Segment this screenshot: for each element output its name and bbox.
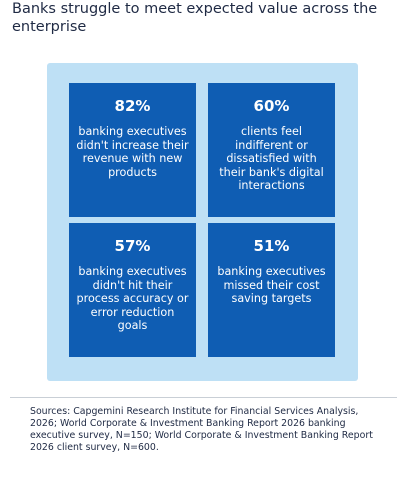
stat-description: banking executives missed their cost sav… xyxy=(217,265,326,305)
source-note: Sources: Capgemini Research Institute fo… xyxy=(30,406,373,453)
stat-tile-cost-saving: 51% banking executives missed their cost… xyxy=(208,223,335,357)
stat-tile-client-satisfaction: 60% clients feel indifferent or dissatis… xyxy=(208,83,335,217)
stat-description: banking executives didn't increase their… xyxy=(76,125,189,179)
stat-value: 51% xyxy=(253,237,290,255)
stat-value: 57% xyxy=(114,237,151,255)
stats-panel: 82% banking executives didn't increase t… xyxy=(47,63,358,381)
stat-tile-revenue: 82% banking executives didn't increase t… xyxy=(69,83,196,217)
stat-description: clients feel indifferent or dissatisfied… xyxy=(219,125,324,192)
stat-tile-process-accuracy: 57% banking executives didn't hit their … xyxy=(69,223,196,357)
stat-description: banking executives didn't hit their proc… xyxy=(76,265,189,332)
stat-value: 60% xyxy=(253,97,290,115)
stat-value: 82% xyxy=(114,97,151,115)
chart-title: Banks struggle to meet expected value ac… xyxy=(12,1,378,35)
source-divider xyxy=(10,397,397,398)
